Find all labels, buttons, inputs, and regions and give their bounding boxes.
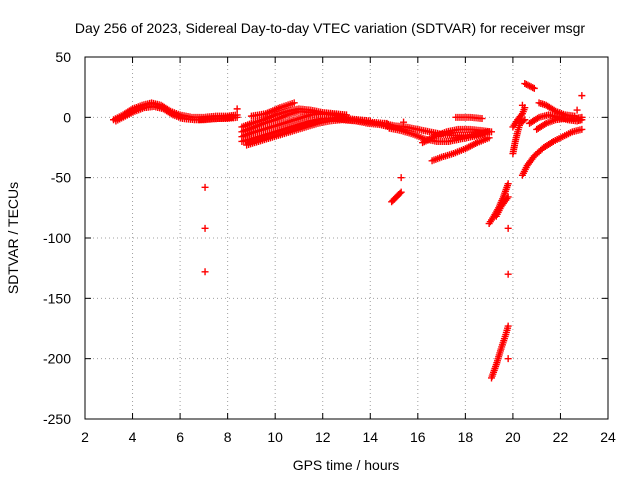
data-point [503, 195, 511, 203]
data-point [504, 224, 512, 232]
data-point [571, 112, 579, 120]
data-point [397, 188, 405, 196]
data-point [504, 193, 512, 201]
data-point [396, 189, 404, 197]
x-tick-label: 6 [176, 429, 184, 445]
data-point [201, 224, 209, 232]
data-point [530, 84, 538, 92]
data-point [485, 134, 493, 142]
data-point [518, 101, 526, 109]
x-tick-label: 22 [553, 429, 569, 445]
data-point [397, 174, 405, 182]
data-layer [110, 80, 586, 382]
data-point [524, 81, 532, 89]
data-point [526, 82, 534, 90]
x-tick-label: 18 [458, 429, 474, 445]
data-point [233, 105, 241, 113]
data-point [578, 125, 586, 133]
x-tick-label: 8 [224, 429, 232, 445]
y-axis-label: SDTVAR / TECUs [5, 182, 21, 294]
tick-layer: 2 4 6 8 10 12 14 16 18 20 22 24-250-200-150-100-500… [43, 49, 616, 445]
data-point [521, 116, 529, 124]
data-point [504, 270, 512, 278]
data-point [201, 183, 209, 191]
x-tick-label: 2 [81, 429, 89, 445]
y-tick-label: -50 [51, 170, 71, 186]
y-tick-label: -150 [43, 290, 71, 306]
x-tick-label: 24 [600, 429, 616, 445]
data-point [578, 92, 586, 100]
data-point [529, 84, 537, 92]
data-point [522, 80, 530, 88]
data-point [517, 111, 525, 119]
data-point [400, 118, 408, 126]
data-point [488, 128, 496, 136]
x-axis-label: GPS time / hours [293, 457, 400, 473]
data-point [504, 322, 512, 330]
plot-frame [84, 56, 609, 420]
x-tick-label: 14 [362, 429, 378, 445]
x-tick-label: 20 [505, 429, 521, 445]
data-point [504, 355, 512, 363]
chart-title: Day 256 of 2023, Sidereal Day-to-day VTE… [75, 20, 585, 36]
y-tick-label: 50 [55, 49, 71, 65]
data-point [519, 117, 527, 125]
data-point [201, 268, 209, 276]
data-point [290, 99, 298, 107]
data-point [233, 113, 241, 121]
data-point [333, 115, 341, 123]
y-tick-label: 0 [63, 109, 71, 125]
y-tick-label: -100 [43, 230, 71, 246]
data-point [521, 80, 529, 88]
data-point [527, 83, 535, 91]
data-point [573, 106, 581, 114]
x-tick-label: 16 [410, 429, 426, 445]
y-tick-label: -250 [43, 411, 71, 427]
data-point [478, 115, 486, 123]
data-point [533, 114, 541, 122]
x-tick-label: 10 [267, 429, 283, 445]
data-point [578, 113, 586, 121]
data-point [383, 119, 391, 127]
x-tick-label: 12 [315, 429, 331, 445]
data-point [504, 180, 512, 188]
y-tick-label: -200 [43, 351, 71, 367]
x-tick-label: 4 [129, 429, 137, 445]
